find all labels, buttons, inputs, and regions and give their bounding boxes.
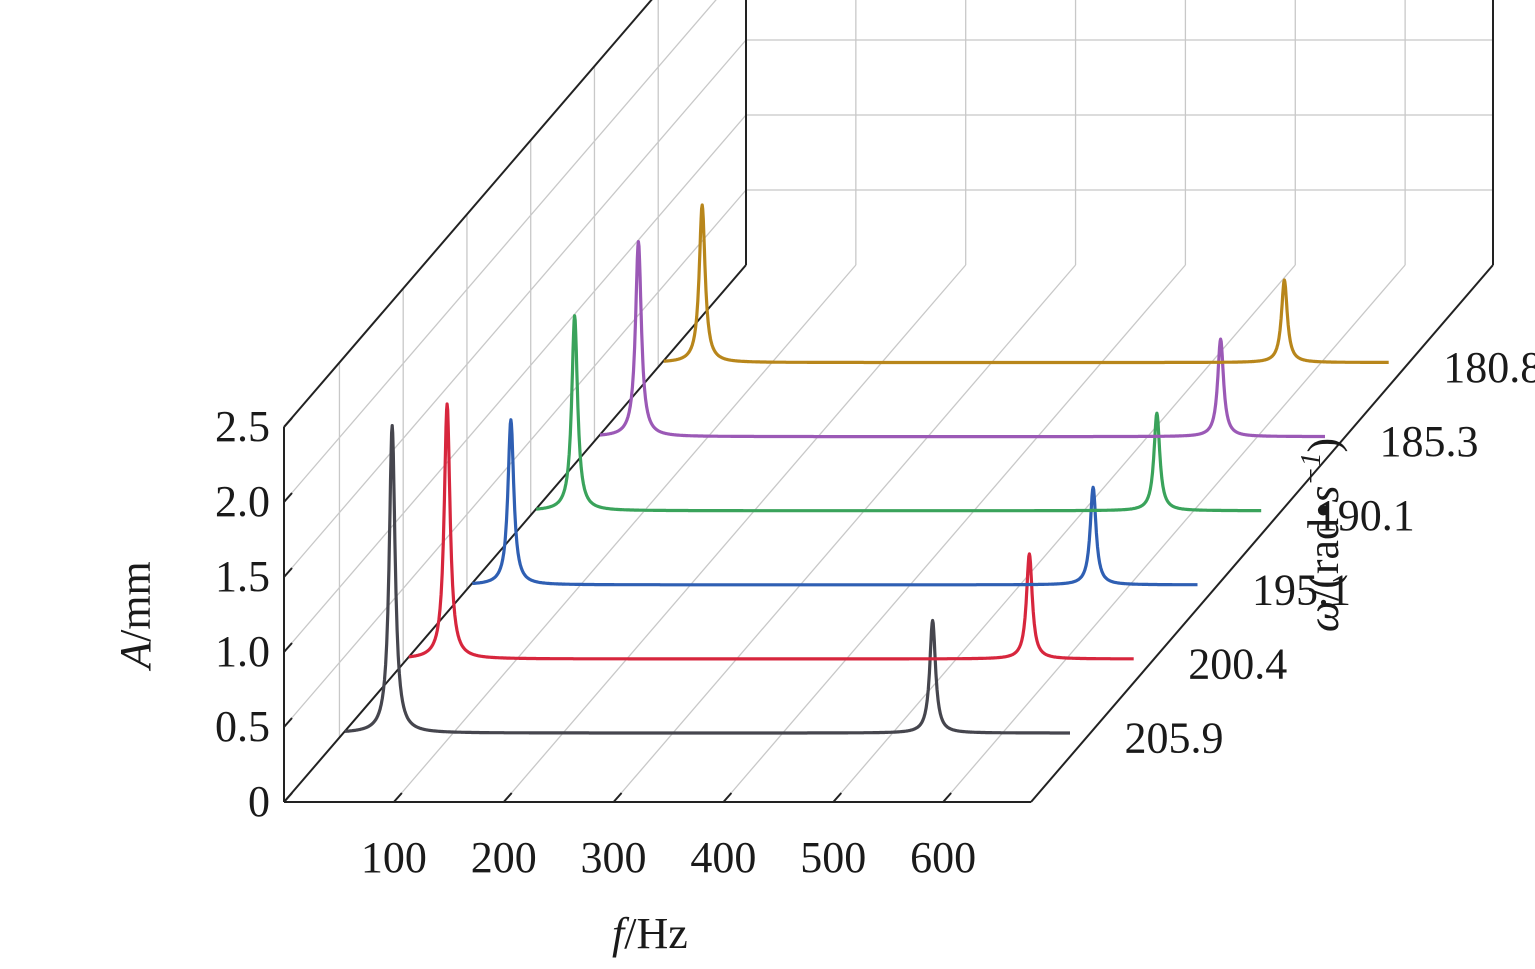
series-line [598, 240, 1326, 439]
x-tick-mark [942, 792, 952, 803]
x-tick-label: 400 [690, 833, 756, 882]
x-tick-label: 200 [471, 833, 537, 882]
series-group [343, 203, 1390, 735]
y-tick-mark [283, 642, 293, 653]
left-wall-gridline [283, 39, 747, 578]
x-tick-mark [393, 792, 403, 803]
series-line [662, 203, 1390, 365]
z-tick-label: 200.4 [1188, 639, 1287, 688]
y-tick-mark [283, 567, 293, 578]
series-line [471, 418, 1199, 587]
z-tick-label: 185.3 [1379, 417, 1478, 466]
y-tick-mark [283, 717, 293, 728]
floor-gridline [613, 264, 1077, 803]
y-tick-label: 0.5 [215, 702, 270, 751]
axis-edge [1030, 264, 1494, 803]
z-axis-title: ω/(rad•s−1) [1296, 438, 1348, 632]
z-tick-label: 190.1 [1316, 491, 1415, 540]
x-tick-mark [502, 792, 513, 803]
labels: 100 200 300 400 500 600 0 0.5 1.0 1.5 2.0 2.5 205.9 2… [215, 343, 1535, 882]
x-tick-label: 100 [361, 833, 427, 882]
y-tick-label: 2.0 [215, 477, 270, 526]
series-line [535, 314, 1263, 513]
y-tick-label: 1.0 [215, 627, 270, 676]
floor-gridline [503, 264, 967, 803]
y-axis-title: A/mm [111, 561, 160, 672]
floor-gridline [832, 264, 1296, 803]
z-tick-label: 195.1 [1252, 565, 1351, 614]
x-tick-label: 500 [800, 833, 866, 882]
left-wall-gridline [283, 0, 653, 428]
z-tick-label: 180.8 [1443, 343, 1535, 392]
y-tick-mark [283, 492, 293, 503]
grid [283, 0, 1493, 803]
x-tick-label: 600 [910, 833, 976, 882]
x-tick-mark [612, 792, 623, 803]
y-tick-label: 2.5 [215, 402, 270, 451]
left-wall-gridline [283, 114, 747, 653]
y-tick-label: 0 [248, 777, 270, 826]
x-axis-title: f/Hz [612, 909, 688, 958]
left-wall-gridline [283, 189, 747, 728]
x-tick-mark [722, 792, 733, 803]
floor-gridline [942, 264, 1406, 803]
x-tick-label: 300 [581, 833, 647, 882]
y-tick-label: 1.5 [215, 552, 270, 601]
x-tick-mark [832, 792, 843, 803]
axis-frame [283, 0, 1494, 803]
floor-gridline [393, 264, 857, 803]
series-line [407, 402, 1135, 661]
z-tick-label: 205.9 [1124, 714, 1223, 763]
left-wall-gridline [283, 0, 717, 503]
series-line [343, 424, 1071, 735]
floor-gridline [722, 264, 1186, 803]
axis-edge [283, 0, 653, 428]
